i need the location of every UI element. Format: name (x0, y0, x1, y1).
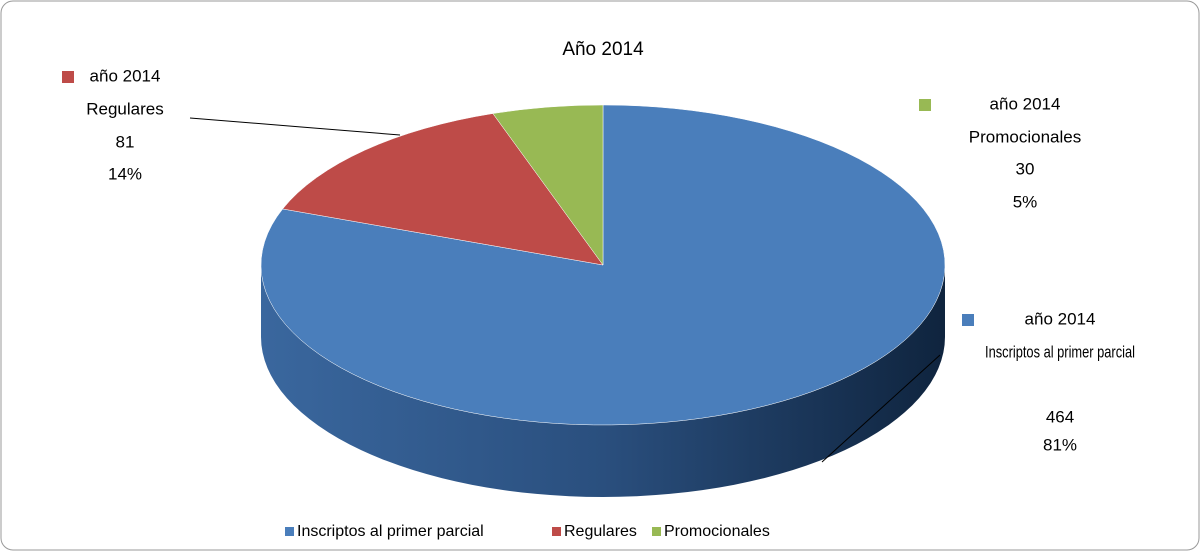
legend-label: Promocionales (664, 523, 770, 540)
data-label-series: año 2014 (990, 94, 1061, 113)
slice (282, 113, 604, 266)
chart-title: Año 2014 (562, 39, 644, 60)
leader-line (821, 354, 941, 463)
data-label-value: 81 (116, 132, 135, 151)
legend-label: Regulares (564, 523, 637, 540)
slice (492, 104, 604, 266)
data-label-percent: 5% (1013, 192, 1038, 211)
legend-key (919, 99, 931, 111)
data-label-value: 30 (1016, 159, 1035, 178)
slice-side (261, 265, 945, 497)
pie (260, 104, 946, 497)
legend-key (62, 71, 74, 83)
legend-marker (552, 527, 561, 536)
data-label-series: año 2014 (90, 66, 161, 85)
leader-line (189, 117, 401, 136)
data-label-value: 464 (1046, 407, 1074, 426)
legend-label: Inscriptos al primer parcial (297, 523, 484, 540)
legend-marker (285, 527, 294, 536)
legend-marker (652, 527, 661, 536)
legend-key (962, 314, 974, 326)
data-label-series: año 2014 (1025, 309, 1096, 328)
data-label-category: Regulares (86, 99, 164, 118)
data-label-category: Promocionales (969, 127, 1081, 146)
data-label-category: Inscriptos al primer parcial (985, 342, 1135, 361)
data-label-percent: 81% (1043, 435, 1077, 454)
data-label-percent: 14% (108, 164, 142, 183)
